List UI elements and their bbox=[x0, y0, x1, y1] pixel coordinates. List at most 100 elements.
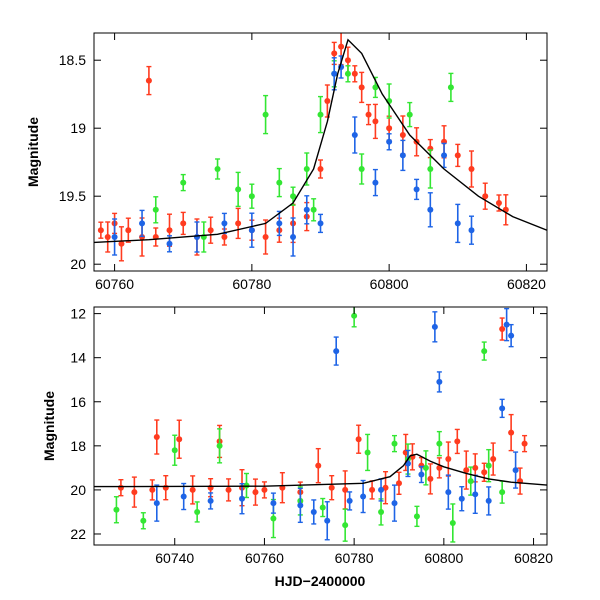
data-point bbox=[406, 111, 413, 118]
series-green bbox=[152, 60, 454, 253]
data-point bbox=[427, 206, 434, 213]
data-point bbox=[248, 193, 255, 200]
data-point bbox=[324, 98, 331, 104]
data-point bbox=[447, 84, 454, 91]
data-point bbox=[499, 489, 506, 496]
data-point bbox=[481, 469, 488, 476]
data-point bbox=[372, 118, 379, 125]
data-point bbox=[140, 517, 147, 524]
data-point bbox=[413, 186, 420, 193]
data-point bbox=[485, 462, 492, 469]
bottom-x-axis-title: HJD−2400000 bbox=[275, 573, 366, 589]
top-y-axis-title: Magnitude bbox=[25, 117, 41, 187]
data-point bbox=[463, 467, 470, 474]
data-point bbox=[454, 438, 461, 445]
data-point bbox=[468, 166, 475, 172]
data-point bbox=[391, 440, 398, 447]
data-point bbox=[152, 206, 159, 213]
series-red bbox=[117, 317, 528, 510]
data-point bbox=[482, 193, 489, 200]
series-blue bbox=[111, 55, 475, 257]
data-point bbox=[342, 486, 349, 493]
data-point bbox=[391, 500, 398, 507]
data-point bbox=[262, 111, 269, 118]
data-point bbox=[481, 348, 488, 355]
data-point bbox=[216, 442, 223, 449]
data-point bbox=[445, 489, 452, 496]
data-point bbox=[113, 506, 120, 513]
plot-frame bbox=[93, 32, 548, 272]
data-point bbox=[297, 502, 304, 509]
y-tick-label: 14 bbox=[70, 350, 86, 366]
data-point bbox=[207, 227, 214, 234]
data-point bbox=[290, 193, 297, 200]
data-point bbox=[378, 486, 385, 493]
data-point bbox=[468, 227, 475, 234]
data-point bbox=[399, 152, 406, 159]
data-point bbox=[270, 515, 277, 522]
data-point bbox=[166, 227, 173, 234]
data-point bbox=[358, 166, 365, 172]
data-point bbox=[153, 500, 160, 507]
data-point bbox=[235, 186, 242, 193]
data-point bbox=[331, 50, 338, 57]
data-point bbox=[382, 484, 389, 491]
data-point bbox=[499, 326, 506, 333]
data-point bbox=[467, 478, 474, 485]
top-panel: Magnitude 60760 60780 60800 60820 18.5 19 19.5… bbox=[25, 32, 548, 292]
bottom-panel: Magnitude HJD−2400000 60740 60760 60780 608… bbox=[41, 306, 553, 589]
data-point bbox=[351, 312, 358, 319]
data-point bbox=[303, 206, 310, 213]
data-layer bbox=[94, 33, 547, 262]
data-point bbox=[303, 166, 310, 172]
data-point bbox=[194, 508, 201, 515]
data-point bbox=[315, 462, 322, 469]
data-point bbox=[270, 500, 277, 507]
data-point bbox=[162, 484, 169, 491]
data-point bbox=[436, 464, 443, 471]
data-point bbox=[149, 486, 156, 493]
x-tick-label: 60780 bbox=[335, 550, 374, 566]
data-point bbox=[472, 491, 479, 498]
data-point bbox=[351, 132, 358, 138]
data-point bbox=[355, 436, 362, 443]
data-point bbox=[276, 179, 283, 186]
model-curve bbox=[94, 38, 547, 244]
data-point bbox=[324, 517, 331, 524]
data-point bbox=[454, 220, 461, 227]
data-point bbox=[193, 234, 200, 240]
model-curve bbox=[94, 453, 547, 488]
data-point bbox=[445, 456, 452, 463]
data-point bbox=[338, 43, 345, 50]
data-point bbox=[180, 179, 187, 186]
data-point bbox=[207, 484, 214, 491]
data-point bbox=[261, 486, 268, 493]
data-point bbox=[180, 220, 187, 227]
data-point bbox=[276, 220, 283, 227]
data-point bbox=[333, 348, 340, 355]
data-point bbox=[317, 111, 324, 118]
data-point bbox=[422, 464, 429, 471]
data-point bbox=[372, 84, 379, 91]
data-point bbox=[395, 480, 402, 487]
data-point bbox=[503, 321, 510, 328]
data-point bbox=[427, 166, 434, 172]
data-point bbox=[207, 497, 214, 504]
data-point bbox=[351, 70, 358, 77]
x-tick-label: 60820 bbox=[507, 276, 546, 292]
data-point bbox=[139, 220, 146, 227]
data-point bbox=[111, 234, 118, 240]
data-layer bbox=[94, 307, 547, 543]
y-tick-label: 18 bbox=[70, 438, 86, 454]
data-point bbox=[262, 234, 269, 240]
x-tick-label: 60800 bbox=[370, 276, 409, 292]
y-tick-label: 22 bbox=[70, 526, 86, 542]
y-tick-label: 20 bbox=[70, 256, 86, 272]
bottom-y-axis-title: Magnitude bbox=[41, 391, 57, 461]
data-point bbox=[153, 434, 160, 441]
data-point bbox=[521, 440, 528, 447]
data-point bbox=[331, 70, 338, 77]
x-tick-label: 60780 bbox=[232, 276, 271, 292]
data-point bbox=[310, 206, 317, 213]
